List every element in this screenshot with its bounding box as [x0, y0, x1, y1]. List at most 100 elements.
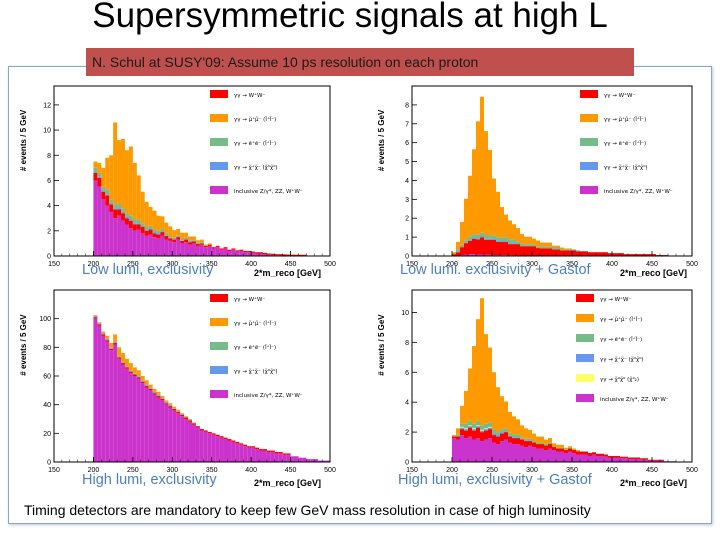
bar-inclusive [188, 421, 192, 462]
bar-selectron [160, 397, 165, 399]
slide-footer: Timing detectors are mandatory to keep f… [24, 502, 591, 518]
bar-smuon [93, 315, 98, 316]
bar-chargino [152, 392, 157, 394]
bar-chargino [488, 427, 492, 430]
bar-selectron [184, 237, 189, 239]
bar-chargino [121, 362, 125, 364]
bar-inclusive [124, 368, 129, 462]
legend: γγ → W⁺W⁻ γγ → μ̃⁺μ̃⁻ (l̃⁺l̃⁻) γγ → ẽ⁺ẽ⁻ (… [210, 90, 303, 195]
y-tick-label: 6 [405, 370, 409, 377]
bar-chargino [464, 242, 468, 244]
bar-selectron [496, 432, 500, 436]
chart-panel-low-lumi: 150 200 250 300 350 400 450 500 0 2 4 6 8 10 12 # event… [10, 80, 355, 278]
bar-inclusive [97, 325, 102, 462]
bar-inclusive [310, 459, 315, 462]
bar-selectron [468, 420, 472, 426]
bar-selectron [568, 249, 572, 251]
bar-selectron [124, 365, 129, 367]
bar-WW [480, 237, 484, 255]
bar-selectron [113, 341, 118, 343]
chart-panel-high-lumi-gastof: 150 200 250 300 350 400 450 500 0 2 4 6 8 10 # events … [377, 284, 710, 494]
bar-inclusive [132, 230, 137, 256]
bar-smuon [564, 447, 568, 450]
bar-WW [152, 233, 157, 238]
x-tick-label: 450 [646, 467, 658, 474]
bar-WW [282, 453, 287, 455]
bar-selectron [184, 416, 189, 418]
bar-WW [251, 446, 256, 448]
bar-smuon [492, 178, 496, 236]
bar-WW [572, 250, 576, 256]
bar-inclusive [259, 450, 263, 462]
bar-WW [215, 245, 220, 248]
bar-inclusive [476, 254, 480, 256]
bar-chargino [496, 435, 500, 437]
legend-label-smuon: γγ → μ̃⁺μ̃⁻ (l̃⁺l̃⁻) [604, 116, 646, 123]
bar-inclusive [576, 454, 580, 462]
bar-smuon [496, 191, 500, 238]
bar-inclusive [255, 449, 260, 462]
legend-swatch-neutralino [576, 374, 594, 382]
bar-chargino [117, 356, 122, 358]
bar-chargino [113, 208, 118, 210]
bar-smuon [536, 436, 540, 443]
bar-smuon [532, 433, 536, 442]
bar-inclusive [472, 254, 476, 256]
bar-inclusive [262, 254, 267, 256]
bar-smuon [105, 335, 110, 339]
bar-smuon [476, 319, 480, 421]
legend-label-smuon: γγ → μ̃⁺μ̃⁻ (l̃⁺l̃⁻) [600, 316, 642, 323]
bar-smuon [93, 161, 98, 168]
bar-chargino [132, 223, 137, 225]
bar-WW [604, 454, 608, 457]
bar-smuon [113, 122, 118, 205]
bar-WW [199, 243, 204, 245]
chart-caption: Low lumi, exclusivity [82, 262, 214, 278]
bar-WW [552, 447, 556, 451]
bar-chargino [152, 232, 157, 234]
bar-selectron [136, 376, 141, 377]
bar-WW [227, 249, 232, 251]
bar-smuon [496, 387, 500, 433]
bar-WW [540, 248, 544, 256]
legend-label-WW: γγ → W⁺W⁻ [600, 296, 631, 303]
bar-WW [596, 453, 600, 457]
bar-WW [160, 398, 165, 401]
bar-smuon [203, 244, 208, 246]
bar-WW [251, 251, 256, 253]
bar-WW [243, 444, 248, 447]
bar-inclusive [148, 234, 153, 256]
legend-swatch-smuon [580, 114, 598, 122]
bar-WW [628, 254, 632, 256]
bar-chargino [496, 240, 500, 242]
bar-inclusive [207, 433, 212, 462]
bar-WW [532, 246, 536, 256]
bar-selectron [188, 240, 192, 242]
bar-selectron [536, 246, 540, 249]
y-axis-label: # events / 5 GeV [19, 109, 28, 171]
bar-WW [219, 248, 224, 250]
bar-WW [109, 204, 114, 212]
bar-chargino [144, 229, 149, 231]
bar-chargino [456, 251, 460, 253]
bar-smuon [188, 419, 192, 420]
bar-WW [576, 251, 580, 256]
bar-WW [520, 246, 524, 256]
bar-inclusive [117, 215, 122, 256]
bar-smuon [460, 222, 464, 245]
bar-inclusive [460, 435, 464, 462]
legend-label-WW: γγ → W⁺W⁻ [234, 92, 265, 99]
bar-WW [231, 440, 236, 442]
bar-selectron [128, 370, 133, 371]
bar-WW [452, 254, 456, 256]
bar-WW [492, 435, 496, 443]
bar-WW [504, 432, 508, 440]
bar-WW [512, 438, 516, 445]
x-axis-label: 2*m_reco [GeV] [254, 478, 322, 488]
bar-WW [620, 456, 624, 459]
bar-smuon [452, 252, 456, 255]
bar-inclusive [176, 413, 181, 462]
x-tick-label: 300 [166, 261, 178, 268]
bar-WW [456, 436, 460, 440]
bar-WW [199, 429, 204, 431]
